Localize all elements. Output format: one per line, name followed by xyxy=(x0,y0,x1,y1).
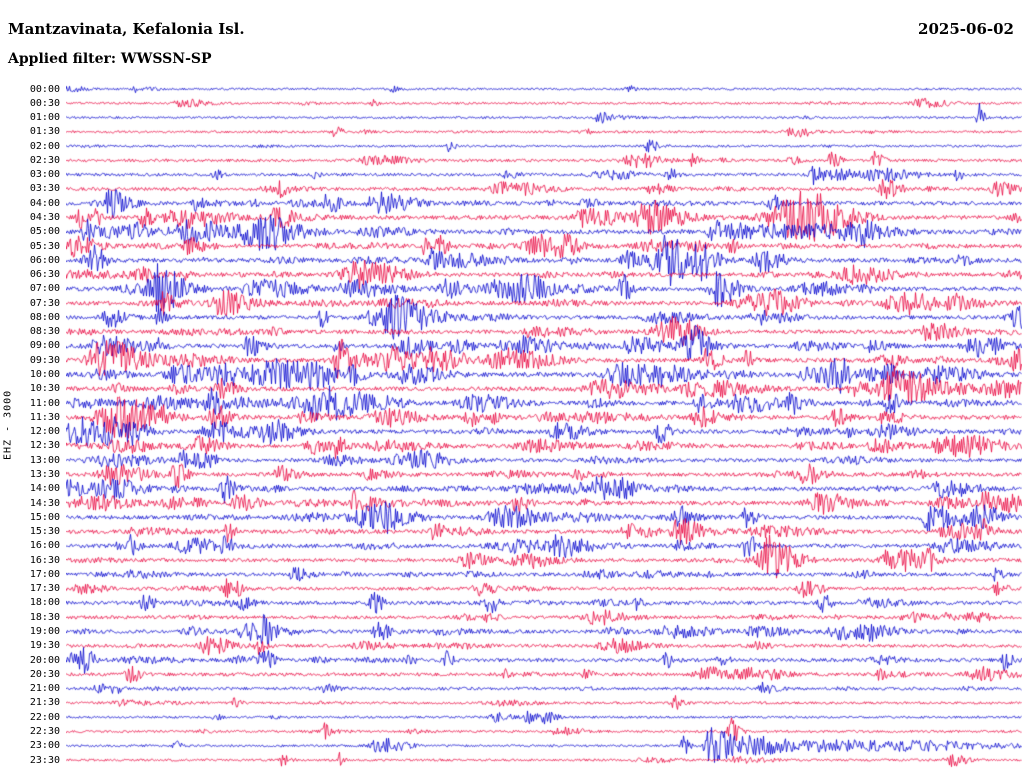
filter-label: Applied filter: WWSSN-SP xyxy=(8,51,212,67)
time-label: 16:30 xyxy=(29,554,60,566)
time-label: 18:30 xyxy=(29,611,60,623)
time-label: 13:00 xyxy=(29,454,60,466)
time-label: 19:00 xyxy=(29,626,60,638)
time-label: 11:00 xyxy=(29,397,60,409)
time-label: 23:00 xyxy=(29,740,60,752)
time-label: 08:30 xyxy=(29,326,60,338)
time-label: 10:00 xyxy=(29,369,60,381)
time-label: 15:30 xyxy=(29,526,60,538)
time-label: 18:00 xyxy=(29,597,60,609)
station-title: Mantzavinata, Kefalonia Isl. xyxy=(8,20,245,38)
time-label: 22:30 xyxy=(29,725,60,737)
time-label: 17:00 xyxy=(29,568,60,580)
time-label: 08:00 xyxy=(29,311,60,323)
time-label: 11:30 xyxy=(29,411,60,423)
time-label: 16:00 xyxy=(29,540,60,552)
time-label: 09:00 xyxy=(29,340,60,352)
time-label: 03:30 xyxy=(29,183,60,195)
time-label: 15:00 xyxy=(29,511,60,523)
time-label: 21:30 xyxy=(29,697,60,709)
time-label: 06:30 xyxy=(29,269,60,281)
time-label: 12:30 xyxy=(29,440,60,452)
time-label: 17:30 xyxy=(29,583,60,595)
time-label: 00:30 xyxy=(29,97,60,109)
time-label: 10:30 xyxy=(29,383,60,395)
time-label: 07:30 xyxy=(29,297,60,309)
time-label: 04:30 xyxy=(29,211,60,223)
time-label: 04:00 xyxy=(29,197,60,209)
time-axis-labels: 00:00 00:30 01:00 01:30 02:00 02:30 03:00 03:30… xyxy=(0,0,62,780)
time-label: 05:00 xyxy=(29,226,60,238)
seismogram-canvas xyxy=(66,80,1022,780)
time-label: 03:00 xyxy=(29,169,60,181)
time-label: 07:00 xyxy=(29,283,60,295)
time-label: 13:30 xyxy=(29,468,60,480)
time-label: 19:30 xyxy=(29,640,60,652)
time-label: 22:00 xyxy=(29,711,60,723)
time-label: 05:30 xyxy=(29,240,60,252)
time-label: 20:30 xyxy=(29,668,60,680)
time-label: 00:00 xyxy=(29,83,60,95)
time-label: 12:00 xyxy=(29,426,60,438)
time-label: 14:00 xyxy=(29,483,60,495)
time-label: 01:00 xyxy=(29,112,60,124)
time-label: 06:00 xyxy=(29,254,60,266)
time-label: 02:00 xyxy=(29,140,60,152)
time-label: 23:30 xyxy=(29,754,60,766)
time-label: 09:30 xyxy=(29,354,60,366)
header-date: 2025-06-02 xyxy=(918,20,1014,38)
time-label: 01:30 xyxy=(29,126,60,138)
time-label: 20:00 xyxy=(29,654,60,666)
time-label: 21:00 xyxy=(29,683,60,695)
time-label: 14:30 xyxy=(29,497,60,509)
time-label: 02:30 xyxy=(29,154,60,166)
